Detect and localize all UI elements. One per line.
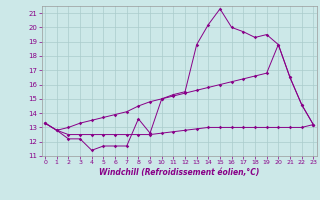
X-axis label: Windchill (Refroidissement éolien,°C): Windchill (Refroidissement éolien,°C) bbox=[99, 168, 260, 177]
